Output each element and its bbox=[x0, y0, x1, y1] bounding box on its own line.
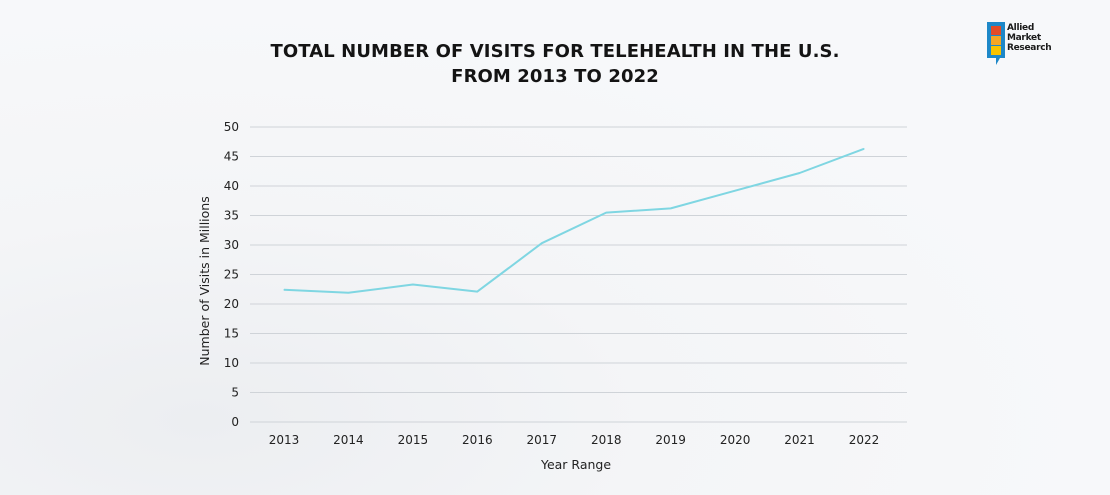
series-line bbox=[283, 147, 865, 294]
logo-block-red bbox=[991, 26, 1001, 35]
data-point-2019 bbox=[670, 207, 672, 210]
chart-title-line-2: FROM 2013 TO 2022 bbox=[451, 66, 659, 87]
x-tick-label: 2017 bbox=[527, 433, 558, 447]
chart-title-line-1: TOTAL NUMBER OF VISITS FOR TELEHEALTH IN… bbox=[270, 41, 840, 62]
x-tick-label: 2021 bbox=[784, 433, 815, 447]
logo-line-3: Research bbox=[1007, 43, 1052, 53]
data-point-2013 bbox=[283, 289, 285, 291]
x-axis-label: Year Range bbox=[540, 457, 611, 472]
y-tick-label: 50 bbox=[224, 120, 239, 134]
x-axis-ticks: 2013 2014 2015 2016 2017 2018 2019 2020 2021 2022 bbox=[269, 433, 880, 447]
data-point-2017 bbox=[541, 242, 543, 244]
y-tick-label: 45 bbox=[224, 150, 239, 164]
y-tick-label: 25 bbox=[224, 268, 239, 282]
logo-wordmark: Allied Market Research bbox=[1007, 23, 1052, 53]
y-tick-label: 15 bbox=[224, 327, 239, 341]
data-point-2018 bbox=[605, 211, 607, 214]
y-tick-label: 35 bbox=[224, 209, 239, 223]
y-tick-label: 30 bbox=[224, 238, 239, 252]
y-tick-label: 10 bbox=[224, 356, 239, 370]
y-axis-ticks: 0 5 10 15 20 25 30 35 40 45 50 bbox=[224, 120, 239, 429]
data-point-2014 bbox=[347, 292, 350, 294]
x-tick-label: 2022 bbox=[849, 433, 880, 447]
data-point-2016 bbox=[476, 291, 478, 293]
data-point-2022 bbox=[863, 148, 865, 150]
logo-block-orange bbox=[991, 36, 1001, 45]
series-layer bbox=[283, 147, 865, 294]
data-point-2020 bbox=[734, 190, 736, 192]
logo-line-1: Allied bbox=[1007, 23, 1034, 33]
data-point-2021 bbox=[798, 172, 801, 174]
data-point-2015 bbox=[412, 283, 414, 286]
x-tick-label: 2020 bbox=[720, 433, 751, 447]
logo-block-yellow bbox=[991, 46, 1001, 55]
x-tick-label: 2019 bbox=[655, 433, 686, 447]
chart-title: TOTAL NUMBER OF VISITS FOR TELEHEALTH IN… bbox=[0, 39, 1110, 89]
y-axis-label: Number of Visits in Millions bbox=[197, 196, 212, 365]
x-tick-label: 2015 bbox=[398, 433, 429, 447]
x-tick-label: 2013 bbox=[269, 433, 300, 447]
y-tick-label: 20 bbox=[224, 297, 239, 311]
y-tick-label: 40 bbox=[224, 179, 239, 193]
gridlines bbox=[250, 126, 907, 423]
y-tick-label: 5 bbox=[231, 386, 239, 400]
logo-mark-icon bbox=[987, 22, 1005, 65]
x-tick-label: 2016 bbox=[462, 433, 493, 447]
y-tick-label: 0 bbox=[231, 415, 239, 429]
x-tick-label: 2014 bbox=[333, 433, 364, 447]
x-tick-label: 2018 bbox=[591, 433, 622, 447]
logo-line-2: Market bbox=[1007, 33, 1041, 43]
allied-market-research-logo: Allied Market Research bbox=[985, 20, 1080, 70]
